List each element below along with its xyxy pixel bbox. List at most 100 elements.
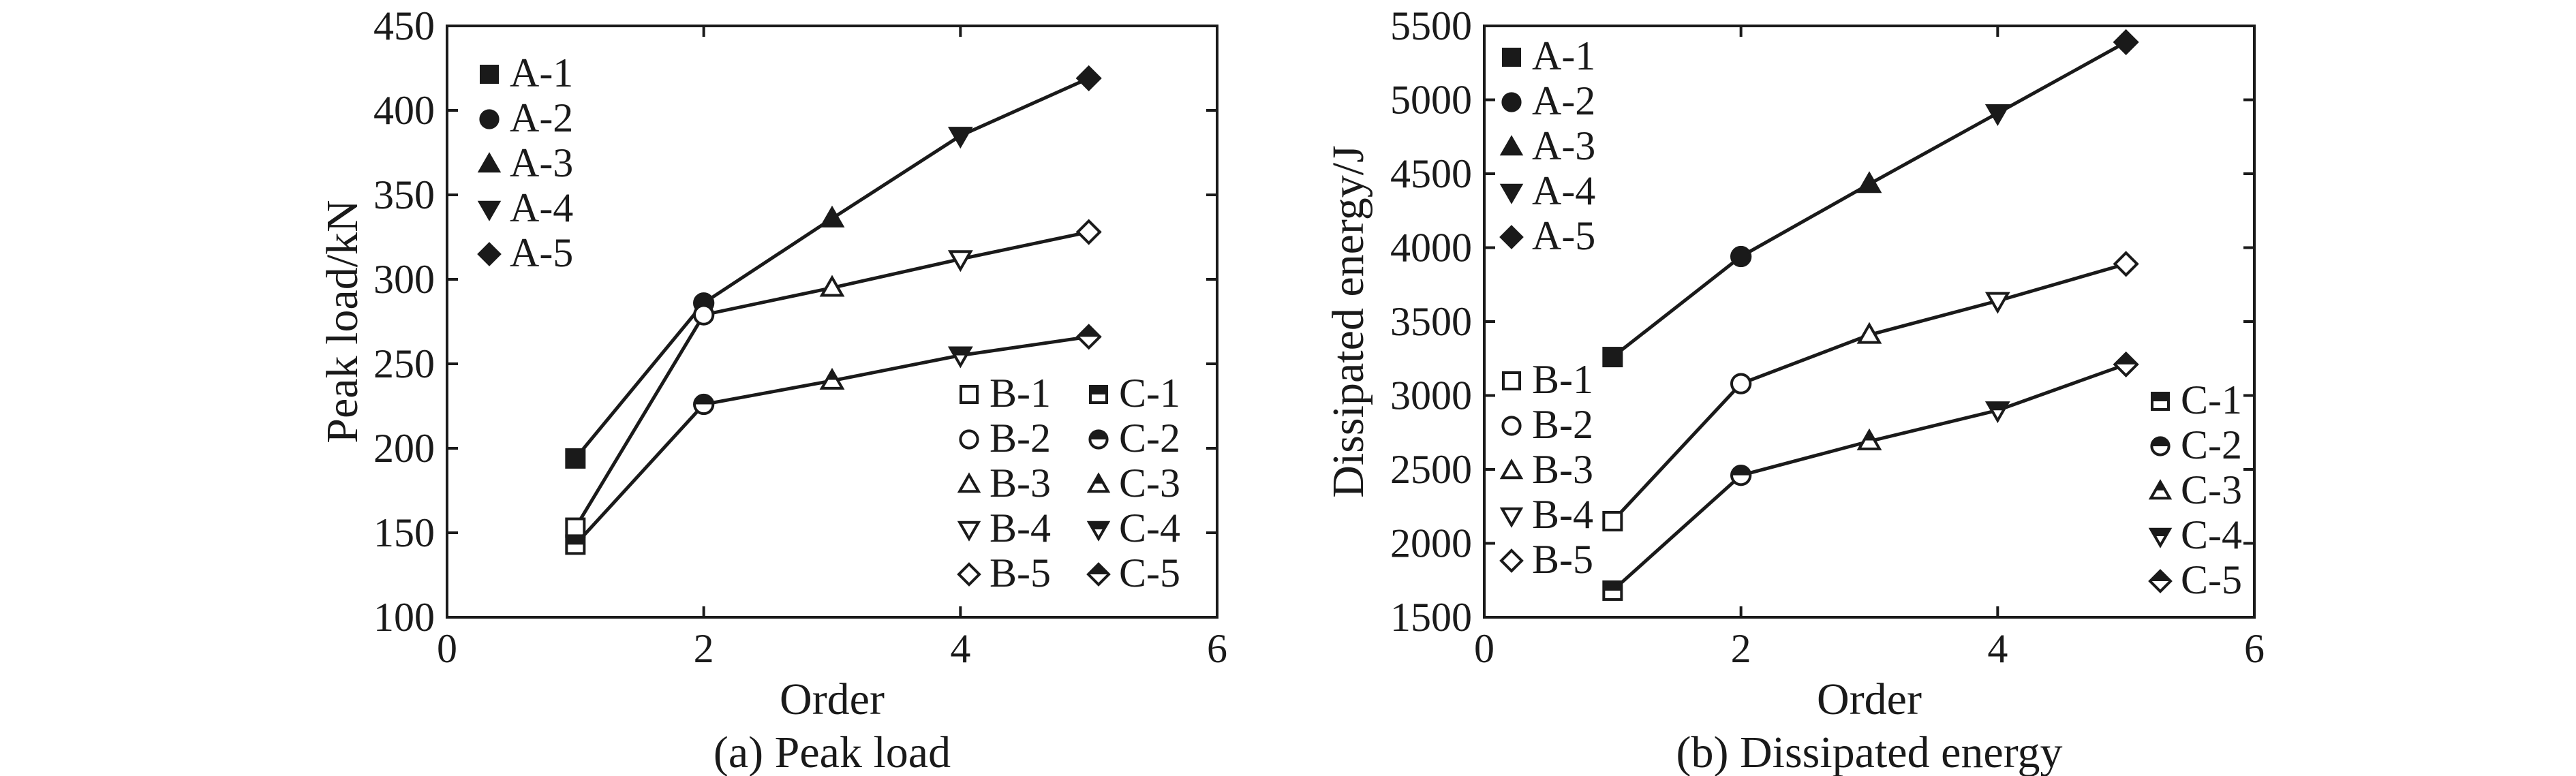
data-point-c-2 <box>693 393 715 416</box>
legend-label-c-1: C-1 <box>2181 377 2242 422</box>
legend-label-b-2: B-2 <box>990 416 1051 461</box>
legend-marker-b-5 <box>1499 548 1524 573</box>
legend-marker-a-3 <box>1499 135 1524 156</box>
data-point-b-5 <box>1075 219 1102 245</box>
legend-label-a-2: A-2 <box>1532 78 1595 123</box>
x-tick-label: 0 <box>1474 626 1494 671</box>
y-tick-label: 100 <box>373 595 435 640</box>
x-tick-label: 4 <box>1987 626 2008 671</box>
legend-marker-b-4 <box>1499 507 1524 528</box>
y-tick-label: 3000 <box>1390 373 1472 418</box>
data-point-a-4 <box>1984 104 2010 126</box>
legend-label-c-4: C-4 <box>2181 512 2242 557</box>
data-point-b-3 <box>819 275 845 297</box>
legend-marker-a-4 <box>1499 183 1524 204</box>
legend-label-b-1: B-1 <box>990 371 1051 416</box>
data-point-b-4 <box>1984 292 2010 314</box>
y-tick-label: 350 <box>373 172 435 217</box>
data-point-a-1 <box>565 448 586 469</box>
chart-a-peak-load: 0 2 4 6 100 150 200 250 300 350 400 450 Order Peak lo… <box>318 3 1227 776</box>
legend-label-b-5: B-5 <box>990 550 1051 595</box>
legend-label-c-5: C-5 <box>1119 550 1180 595</box>
legend-label-b-4: B-4 <box>990 506 1051 550</box>
legend-marker-a-2 <box>479 109 500 129</box>
legend-label-b-5: B-5 <box>1532 537 1593 582</box>
legend-marker-a-2 <box>1501 92 1522 112</box>
legend-marker-c-4 <box>1086 521 1111 542</box>
legend-label-c-2: C-2 <box>1119 416 1180 461</box>
data-point-a-5 <box>1075 65 1102 91</box>
legend-label-a-2: A-2 <box>510 95 573 140</box>
legend-marker-a-1 <box>1502 48 1521 67</box>
legend-label-c-3: C-3 <box>1119 461 1180 506</box>
data-point-b-2 <box>693 304 715 326</box>
data-point-b-4 <box>947 250 973 273</box>
data-point-c-4 <box>947 346 973 369</box>
legend-marker-c-2 <box>1088 429 1109 450</box>
y-tick-label: 300 <box>373 257 435 302</box>
legend-marker-a-5 <box>1499 225 1524 249</box>
legend-marker-c-2 <box>2150 436 2171 456</box>
legend-label-a-1: A-1 <box>510 50 573 95</box>
y-tick-label: 250 <box>373 341 435 386</box>
legend-label-a-4: A-4 <box>1532 168 1595 213</box>
y-axis-label: Peak load/kN <box>318 200 367 443</box>
legend-label-a-1: A-1 <box>1532 33 1595 78</box>
legend-label-a-5: A-5 <box>1532 213 1595 258</box>
chart-caption: (b) Dissipated energy <box>1676 728 2063 776</box>
data-point-c-3 <box>1856 428 1882 450</box>
data-point-a-2 <box>1730 245 1752 268</box>
legend-label-c-4: C-4 <box>1119 506 1180 550</box>
x-tick-label: 0 <box>437 626 457 671</box>
data-point-a-4 <box>947 127 973 149</box>
data-point-b-3 <box>1856 322 1882 344</box>
legend-marker-b-4 <box>957 521 981 542</box>
legend-marker-c-1 <box>2151 392 2170 411</box>
data-point-a-5 <box>2113 29 2139 55</box>
y-tick-label: 4500 <box>1390 151 1472 196</box>
legend-marker-c-3 <box>1086 472 1111 493</box>
legend-label-b-2: B-2 <box>1532 402 1593 447</box>
data-point-b-1 <box>1602 510 1623 531</box>
y-tick-label: 5000 <box>1390 78 1472 123</box>
data-point-b-5 <box>2113 251 2139 277</box>
legend-label-b-1: B-1 <box>1532 357 1593 402</box>
y-tick-label: 1500 <box>1390 595 1472 640</box>
legend-marker-a-5 <box>477 242 502 266</box>
legend-marker-b-1 <box>1502 371 1521 390</box>
legend-label-c-3: C-3 <box>2181 467 2242 512</box>
legend-label-b-3: B-3 <box>990 461 1051 506</box>
chart-b-dissipated-energy: 0 2 4 6 1500 2000 2500 3000 3500 4000 4500 5000 5500… <box>1323 3 2265 776</box>
legend-marker-c-3 <box>2148 479 2173 500</box>
legend-marker-c-4 <box>2148 527 2173 548</box>
legend-label-c-2: C-2 <box>2181 422 2242 467</box>
legend-label-b-4: B-4 <box>1532 492 1593 537</box>
legend-label-a-3: A-3 <box>510 140 573 185</box>
legend-label-a-3: A-3 <box>1532 123 1595 168</box>
plot-frame <box>446 25 1218 619</box>
series-line-a <box>1611 40 2127 359</box>
x-tick-label: 2 <box>694 626 714 671</box>
x-axis-label: Order <box>780 674 885 724</box>
legend-marker-c-5 <box>1086 562 1111 587</box>
legend-label-b-3: B-3 <box>1532 447 1593 492</box>
y-tick-label: 5500 <box>1390 3 1472 48</box>
data-point-c-4 <box>1984 401 2010 424</box>
data-point-c-2 <box>1730 465 1752 486</box>
chart-caption: (a) Peak load <box>714 728 951 776</box>
y-tick-label: 3500 <box>1390 299 1472 344</box>
data-point-a-3 <box>819 205 845 228</box>
y-tick-label: 450 <box>373 3 435 48</box>
x-tick-label: 2 <box>1731 626 1751 671</box>
legend-marker-b-2 <box>1501 416 1522 436</box>
y-tick-label: 400 <box>373 88 435 133</box>
y-axis-label: Dissipated energy/J <box>1323 145 1373 498</box>
x-tick-label: 4 <box>950 626 970 671</box>
x-tick-label: 6 <box>2244 626 2265 671</box>
y-tick-label: 150 <box>373 510 435 555</box>
data-point-c-5 <box>2113 351 2139 378</box>
legend-marker-a-1 <box>480 65 499 84</box>
legend-marker-b-5 <box>957 562 981 587</box>
y-tick-label: 2000 <box>1390 521 1472 566</box>
